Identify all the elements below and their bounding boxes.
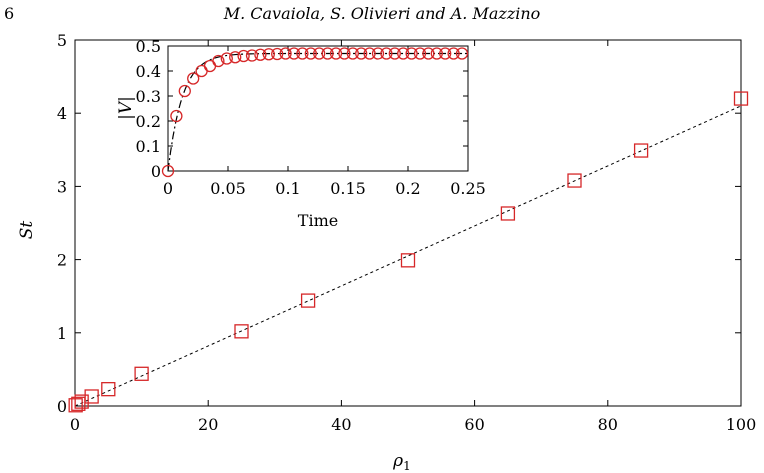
main-data-point [84, 389, 99, 404]
main-data-points [68, 91, 749, 413]
main-x-tick-label: 0 [70, 415, 80, 434]
inset-x-tick-label: 0.15 [330, 179, 366, 198]
inset-data-points [161, 47, 469, 178]
inset-x-tick-label: 0.25 [450, 179, 486, 198]
inset-data-point [405, 47, 418, 60]
inset-data-point [422, 47, 435, 60]
main-data-point [300, 293, 316, 308]
inset-background [168, 46, 468, 171]
main-data-point [400, 253, 416, 268]
inset-x-tick-label: 0.1 [275, 179, 300, 198]
main-y-tick-label: 2 [57, 251, 67, 270]
main-x-tick-label: 80 [598, 415, 618, 434]
main-y-tick-label: 0 [57, 397, 67, 416]
main-plot-frame [74, 39, 742, 407]
inset-data-point [254, 48, 267, 61]
main-x-tick-label: 20 [198, 415, 218, 434]
main-data-point [74, 394, 89, 409]
page-header: 6 M. Cavaiola, S. Olivieri and A. Mazzin… [0, 0, 764, 30]
main-x-tick-label: 100 [726, 415, 757, 434]
inset-x-tick-label: 0.05 [210, 179, 246, 198]
inset-x-tick-label: 0.2 [395, 179, 420, 198]
inset-data-point [212, 54, 225, 68]
inset-data-point [287, 47, 301, 60]
main-fit-line [74, 105, 742, 407]
inset-data-point [355, 47, 368, 60]
inset-data-point [346, 47, 359, 60]
inset-data-point [388, 47, 401, 60]
inset-y-tick-label: 0.1 [136, 137, 161, 156]
inset-plot-frame [167, 45, 469, 172]
inset-data-point [271, 47, 284, 61]
inset-data-point [439, 47, 452, 60]
inset-data-point [178, 84, 191, 98]
inset-data-point [279, 47, 292, 60]
main-x-axis-label: ρ1 [392, 451, 411, 473]
inset-y-ticks: 0 0.1 0.2 0.3 0.4 0.5 [136, 37, 468, 181]
inset-data-point [262, 48, 275, 61]
main-data-point [633, 143, 649, 158]
running-head: M. Cavaiola, S. Olivieri and A. Mazzino [223, 4, 541, 23]
inset-data-point [170, 109, 183, 123]
inset-chart: 0 0.05 0.1 0.15 0.2 0.25 0 0.1 0.2 0.3 0.4 0.5 |V|… [116, 37, 486, 230]
inset-data-point [245, 49, 259, 62]
inset-data-point [363, 47, 376, 60]
page-number: 6 [4, 4, 15, 23]
main-x-tick-label: 40 [331, 415, 351, 434]
main-data-point [234, 324, 249, 339]
main-x-axis-label-subscript: 1 [403, 459, 411, 473]
inset-x-axis-label: Time [298, 211, 338, 230]
main-y-tick-label: 3 [57, 177, 67, 196]
main-y-tick-label: 1 [57, 324, 67, 343]
main-x-tick-label: 60 [464, 415, 484, 434]
main-data-point [71, 396, 86, 411]
inset-data-point [455, 47, 469, 60]
inset-data-point [296, 47, 309, 60]
inset-y-tick-label: 0 [151, 162, 161, 181]
inset-data-point [220, 52, 233, 65]
inset-data-point [447, 47, 460, 60]
inset-y-tick-label: 0.4 [136, 62, 161, 81]
inset-fit-curve [167, 52, 468, 172]
main-data-point [134, 366, 149, 381]
inset-data-point [313, 47, 326, 60]
main-y-ticks: 0 1 2 3 4 5 [57, 31, 741, 416]
inset-data-point [413, 47, 427, 60]
main-data-point [500, 206, 516, 221]
main-y-axis-label: St [17, 221, 37, 240]
inset-data-point [371, 47, 385, 60]
main-x-axis-label-symbol: ρ [392, 451, 403, 471]
inset-y-tick-label: 0.5 [136, 37, 161, 56]
main-data-point [101, 382, 116, 397]
inset-data-point [329, 47, 343, 60]
inset-data-point [229, 51, 242, 64]
inset-x-tick-label: 0 [163, 179, 173, 198]
inset-data-point [430, 47, 443, 60]
inset-data-point [321, 47, 334, 60]
inset-data-point [161, 164, 175, 178]
inset-data-point [237, 49, 250, 63]
inset-x-ticks: 0 0.05 0.1 0.15 0.2 0.25 [163, 46, 486, 198]
main-y-tick-label: 4 [57, 104, 67, 123]
main-y-tick-label: 5 [57, 31, 67, 50]
main-data-point [567, 173, 582, 188]
inset-y-axis-label: |V| [116, 96, 136, 120]
inset-data-point [338, 47, 351, 60]
inset-data-point [397, 47, 410, 60]
inset-data-point [187, 72, 200, 85]
main-data-point [733, 91, 749, 106]
inset-data-point [380, 47, 393, 60]
inset-data-point [304, 47, 317, 60]
inset-y-tick-label: 0.2 [136, 112, 161, 131]
main-x-ticks: 0 20 40 60 80 100 [70, 40, 756, 434]
inset-y-tick-label: 0.3 [136, 87, 161, 106]
